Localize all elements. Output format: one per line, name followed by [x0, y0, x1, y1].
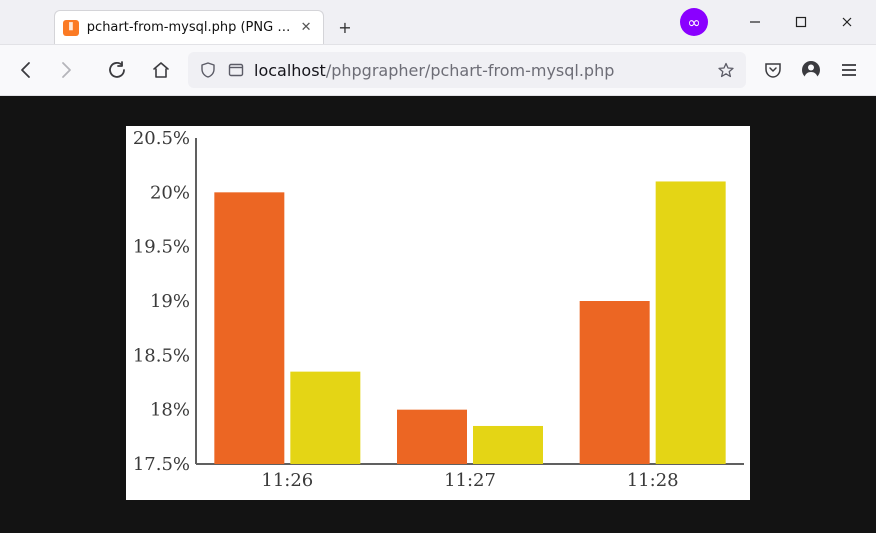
browser-tab[interactable]: ⦀ pchart-from-mysql.php (PNG Im ✕: [54, 10, 324, 44]
hamburger-menu-icon[interactable]: [832, 53, 866, 87]
y-tick-label: 19%: [150, 291, 190, 312]
address-bar[interactable]: localhost/phpgrapher/pchart-from-mysql.p…: [188, 52, 746, 88]
url-host: localhost: [254, 61, 326, 80]
new-tab-button[interactable]: +: [330, 12, 360, 42]
x-tick-label: 11:27: [444, 470, 496, 491]
home-button[interactable]: [144, 53, 178, 87]
window-minimize-button[interactable]: [732, 0, 778, 44]
tab-title: pchart-from-mysql.php (PNG Im: [87, 20, 291, 35]
url-path: /phpgrapher/pchart-from-mysql.php: [326, 61, 615, 80]
reload-button[interactable]: [100, 53, 134, 87]
y-tick-label: 17.5%: [133, 454, 190, 475]
page-content: 17.5% 18% 18.5% 19% 19.5% 20% 20.5% 11:26 11:27 1…: [0, 96, 876, 533]
window-close-button[interactable]: [824, 0, 870, 44]
pocket-icon[interactable]: [756, 53, 790, 87]
shield-icon[interactable]: [194, 56, 222, 84]
bookmark-star-icon[interactable]: [712, 56, 740, 84]
window-maximize-button[interactable]: [778, 0, 824, 44]
bar-series2: [290, 372, 360, 464]
xampp-favicon: ⦀: [63, 20, 79, 36]
x-tick-label: 11:26: [261, 470, 313, 491]
account-icon[interactable]: [794, 53, 828, 87]
y-tick-label: 18.5%: [133, 345, 190, 366]
tab-close-icon[interactable]: ✕: [297, 19, 315, 37]
back-button[interactable]: [10, 53, 44, 87]
bar-series1: [580, 301, 650, 464]
forward-button[interactable]: [48, 53, 82, 87]
site-info-icon[interactable]: [222, 56, 250, 84]
browser-toolbar: localhost/phpgrapher/pchart-from-mysql.p…: [0, 44, 876, 96]
y-tick-label: 19.5%: [133, 237, 190, 258]
bar-series1: [214, 192, 284, 464]
chart-image: 17.5% 18% 18.5% 19% 19.5% 20% 20.5% 11:26 11:27 1…: [126, 126, 750, 500]
x-tick-label: 11:28: [627, 470, 679, 491]
extension-badge-icon[interactable]: ∞: [680, 8, 708, 36]
y-tick-label: 18%: [150, 400, 190, 421]
window-controls: ∞: [680, 0, 870, 44]
y-tick-label: 20%: [150, 182, 190, 203]
tab-strip: ⦀ pchart-from-mysql.php (PNG Im ✕ + ∞: [0, 0, 876, 44]
url-text[interactable]: localhost/phpgrapher/pchart-from-mysql.p…: [250, 61, 712, 80]
bar-series1: [397, 410, 467, 464]
y-tick-label: 20.5%: [133, 128, 190, 149]
bar-series2: [473, 426, 543, 464]
bar-series2: [656, 181, 726, 464]
